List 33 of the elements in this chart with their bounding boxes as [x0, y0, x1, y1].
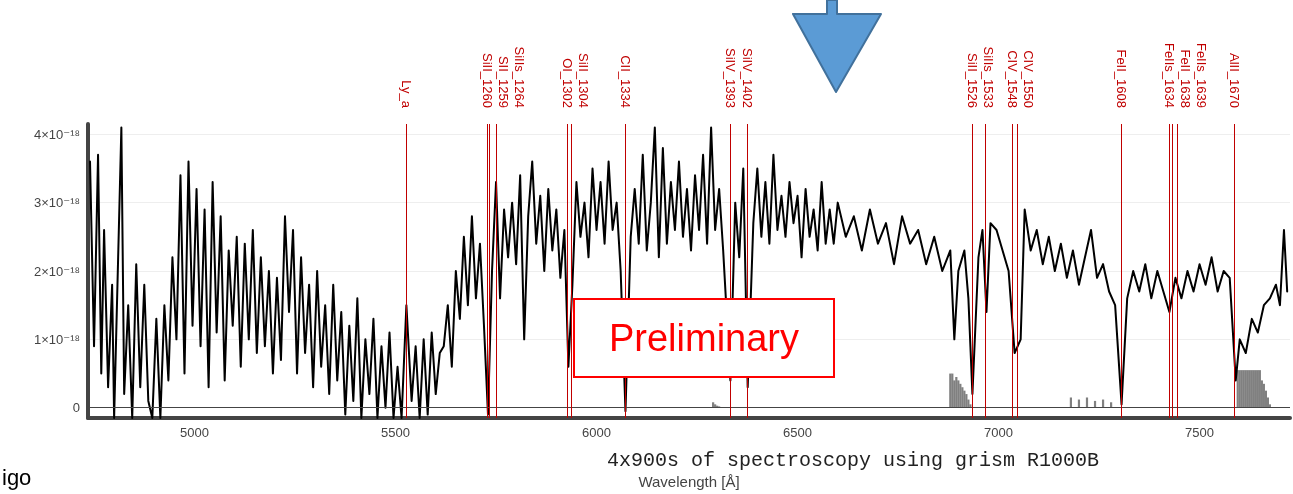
ref-line-label: Ly_a [398, 80, 414, 109]
x-axis-title: Wavelength [Å] [638, 473, 740, 490]
ref-line-label: SiIV_1402 [740, 48, 756, 108]
y-tick-label: 4×10⁻¹⁸ [34, 126, 80, 142]
x-tick-label: 5000 [180, 425, 209, 440]
ref-line-label: CII_1334 [617, 55, 633, 108]
text: igo [2, 465, 32, 491]
ref-line-label: CIV_1550 [1021, 50, 1037, 108]
ref-line-label: CIV_1548 [1005, 50, 1021, 108]
ref-line-label: OI_1302 [559, 58, 575, 108]
ref-line-label: SiII_1526 [964, 53, 980, 108]
ref-line-label: FeII_1638 [1177, 49, 1193, 108]
y-tick-label: 0 [72, 400, 80, 416]
ref-line-label: SiII_1260 [480, 53, 496, 108]
y-tick-label: 3×10⁻¹⁸ [34, 195, 80, 211]
x-tick-label: 7500 [1185, 425, 1215, 440]
y-tick-label: 2×10⁻¹⁸ [34, 263, 80, 279]
ref-line-label: SII_1259 [496, 55, 512, 108]
annotation: Preliminary [573, 298, 835, 378]
ref-line-label: SiII_1304 [575, 53, 591, 108]
ref-line-label: FeII_1608 [1114, 49, 1130, 108]
x-tick-label: 7000 [984, 425, 1014, 440]
ref-line-label: SiIIs_1264 [512, 46, 528, 108]
x-tick-label: 5500 [381, 425, 410, 440]
text: 4x900s of spectroscopy using grism R1000B [607, 449, 1100, 472]
x-tick-label: 6500 [783, 425, 812, 440]
ref-line-label: AlII_1670 [1227, 53, 1243, 108]
x-tick-label: 6000 [582, 425, 611, 440]
ref-line-label: SiIV_1393 [722, 48, 738, 108]
ref-line-label: FeIIs_1634 [1161, 42, 1177, 108]
y-tick-label: 1×10⁻¹⁸ [34, 331, 80, 347]
ref-line-label: SiIIs_1533 [980, 46, 996, 108]
ref-line-label: FeIIs_1639 [1193, 42, 1209, 108]
